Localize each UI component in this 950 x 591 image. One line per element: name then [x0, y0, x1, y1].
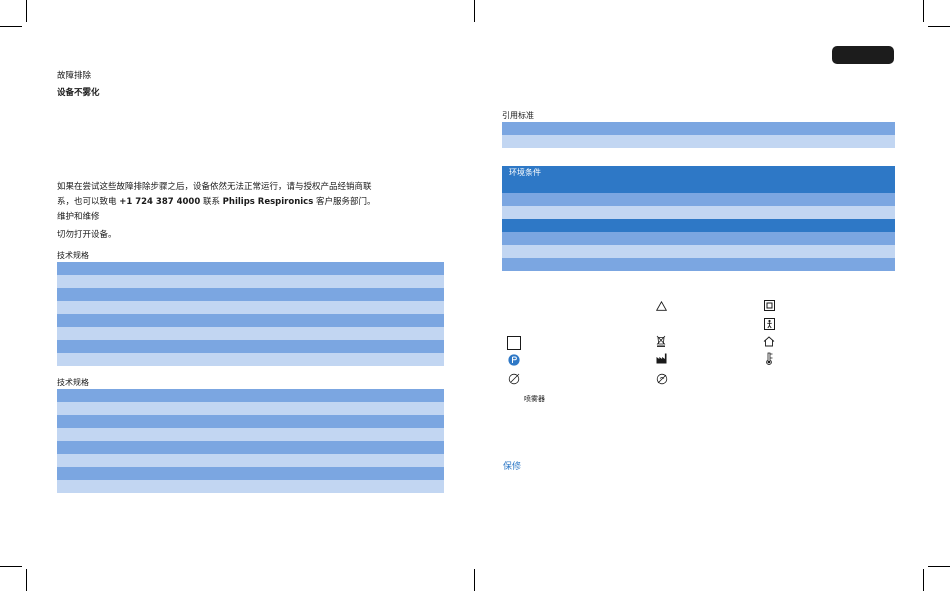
nebulizer-label: 喷雾器 — [524, 395, 545, 403]
maintenance-heading: 维护和维修 — [57, 212, 100, 222]
contact-prefix: 系，也可以致电 — [57, 197, 120, 207]
crossed-circle-icon — [655, 372, 668, 385]
standards-table — [502, 122, 895, 148]
contact-paragraph: 如果在尝试这些故障排除步骤之后，设备依然无法正常运行，请与授权产品经销商联 系，… — [57, 180, 457, 210]
table-row — [57, 389, 444, 402]
table-row — [57, 301, 444, 314]
crop-mark — [474, 0, 475, 22]
subheading: 设备不雾化 — [57, 88, 100, 98]
weee-crossed-bin-icon — [655, 334, 667, 347]
table-row — [502, 206, 895, 219]
crop-mark — [0, 26, 22, 27]
table-row — [57, 353, 444, 366]
table-row — [502, 219, 895, 232]
spec-table-2 — [57, 389, 444, 493]
crop-mark — [26, 569, 27, 591]
class-ii-equipment-icon — [763, 299, 775, 311]
table-row — [57, 340, 444, 353]
crop-mark — [923, 0, 924, 22]
company-name: Philips Respironics — [222, 197, 314, 207]
manufacturer-icon — [655, 352, 667, 364]
indoor-use-only-icon — [762, 335, 775, 347]
table-row — [57, 467, 444, 480]
table-row — [57, 275, 444, 288]
table-row — [57, 402, 444, 415]
type-bf-applied-part-icon — [763, 318, 775, 330]
triangle-warning-icon — [655, 300, 668, 312]
table-row — [57, 262, 444, 275]
section-heading: 故障排除 — [57, 71, 92, 81]
temperature-limit-icon — [763, 351, 775, 365]
table-row — [57, 314, 444, 327]
contact-line-2: 系，也可以致电 +1 724 387 4000 联系 Philips Respi… — [57, 195, 457, 210]
table-row — [57, 480, 444, 493]
blue-circle-icon — [507, 353, 520, 366]
crop-mark — [928, 26, 950, 27]
table-row — [502, 122, 895, 135]
crop-mark — [928, 566, 950, 567]
spec-table-1-title: 技术规格 — [57, 251, 89, 260]
crop-mark — [26, 0, 27, 22]
table-row — [502, 180, 895, 193]
table-row — [57, 454, 444, 467]
square-box-icon — [507, 336, 521, 350]
table-row — [502, 258, 895, 271]
crop-mark — [0, 566, 22, 567]
phone-number: +1 724 387 4000 — [119, 197, 201, 207]
standards-title: 引用标准 — [502, 111, 534, 120]
contact-suffix: 客户服务部门。 — [313, 197, 376, 207]
crop-mark — [474, 569, 475, 591]
environment-header: 环境条件 — [502, 166, 895, 180]
table-row — [502, 193, 895, 206]
maintenance-text: 切勿打开设备。 — [57, 230, 117, 240]
fragile-circle-icon — [507, 372, 520, 385]
contact-mid: 联系 — [200, 197, 223, 207]
contact-line-1: 如果在尝试这些故障排除步骤之后，设备依然无法正常运行，请与授权产品经销商联 — [57, 182, 372, 192]
table-row — [502, 245, 895, 258]
table-row — [502, 232, 895, 245]
environment-table: 环境条件 — [502, 166, 895, 271]
table-row — [57, 288, 444, 301]
language-tab — [832, 46, 894, 64]
warranty-heading: 保修 — [503, 462, 522, 472]
table-row — [502, 135, 895, 148]
spec-table-1 — [57, 262, 444, 366]
crop-mark — [923, 569, 924, 591]
table-row — [57, 428, 444, 441]
table-row — [57, 441, 444, 454]
table-row — [57, 327, 444, 340]
spec-table-2-title: 技术规格 — [57, 378, 89, 387]
table-row — [57, 415, 444, 428]
